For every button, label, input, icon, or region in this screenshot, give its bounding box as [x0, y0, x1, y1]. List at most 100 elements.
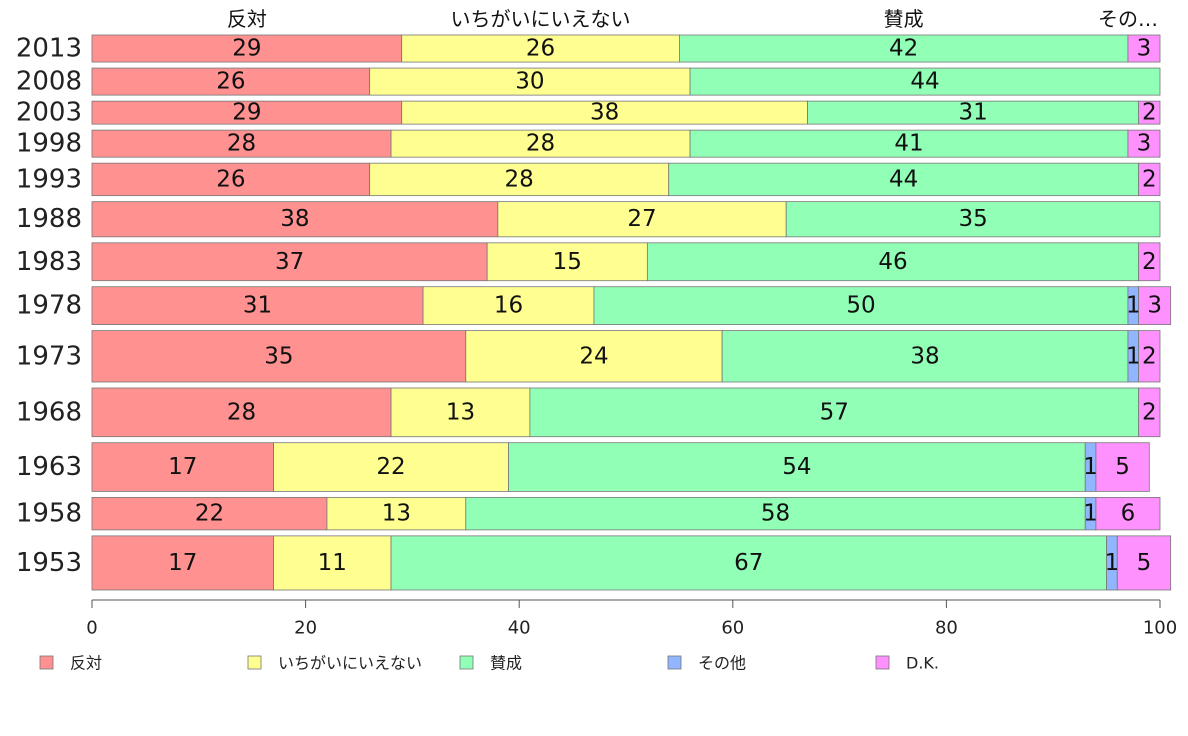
bar-segment — [1138, 330, 1161, 383]
y-tick-label: 1958 — [16, 499, 82, 529]
data-label: 27 — [627, 206, 656, 232]
y-tick-label: 1973 — [16, 341, 82, 371]
legend-item: いちがいにいえない — [247, 654, 422, 673]
bar-segment — [1138, 387, 1161, 438]
data-label: 22 — [195, 501, 224, 527]
data-label: 37 — [275, 249, 304, 275]
data-label: 16 — [494, 293, 523, 319]
bar-segment — [390, 129, 691, 158]
y-tick-label: 1968 — [16, 397, 82, 427]
legend-label: 賛成 — [490, 654, 522, 673]
bar-segment — [91, 535, 274, 591]
data-label: 28 — [526, 131, 555, 157]
data-label: 11 — [318, 550, 347, 576]
bar-segment — [91, 34, 403, 63]
data-label: 44 — [889, 166, 918, 192]
legend-item: D.K. — [875, 654, 939, 673]
bar-segment — [91, 286, 424, 325]
data-label: 1 — [1083, 454, 1098, 480]
bar-row-2003: 2003 29 38 31 2 — [16, 98, 1161, 128]
legend: 反対 いちがいにいえない 賛成 その他 D.K. — [39, 654, 939, 673]
bar-segment — [91, 387, 392, 438]
legend-item: 反対 — [39, 654, 102, 673]
legend-item: その他 — [667, 654, 746, 673]
bar-row-1978: 1978 31 16 50 1 3 — [16, 286, 1172, 325]
data-label: 31 — [243, 293, 272, 319]
data-label: 35 — [264, 343, 293, 369]
data-label: 35 — [958, 206, 987, 232]
bar-segment — [401, 34, 680, 63]
data-label: 1 — [1083, 501, 1098, 527]
bar-segment — [593, 286, 1129, 325]
bar-segment — [646, 242, 1140, 282]
data-label: 1 — [1105, 550, 1120, 576]
data-label: 13 — [446, 399, 475, 425]
data-label: 58 — [761, 501, 790, 527]
top-series-label: 反対 — [227, 7, 267, 31]
data-label: 2 — [1142, 343, 1157, 369]
data-label: 54 — [782, 454, 811, 480]
bar-segment — [273, 442, 509, 492]
legend-label: その他 — [698, 654, 746, 673]
data-label: 1 — [1126, 293, 1141, 319]
data-label: 2 — [1142, 249, 1157, 275]
x-tick-label: 80 — [935, 618, 958, 639]
y-tick-label: 2008 — [16, 67, 82, 97]
bar-segment — [1138, 100, 1161, 125]
bar-segment — [390, 387, 531, 438]
data-label: 46 — [878, 249, 907, 275]
bar-segment — [465, 330, 723, 383]
bar-segment — [390, 535, 1108, 591]
legend-label: いちがいにいえない — [278, 654, 422, 673]
bar-segment — [422, 286, 595, 325]
bar-segment — [91, 67, 371, 96]
y-tick-label: 1978 — [16, 291, 82, 321]
bar-segment — [1095, 442, 1150, 492]
data-label: 5 — [1137, 550, 1152, 576]
bar-segment — [785, 201, 1161, 238]
x-tick-label: 40 — [508, 618, 531, 639]
data-label: 26 — [216, 69, 245, 95]
legend-swatch — [459, 655, 474, 670]
data-label: 26 — [216, 166, 245, 192]
y-tick-label: 1953 — [16, 548, 82, 578]
data-label: 42 — [889, 36, 918, 62]
bar-segment — [91, 201, 499, 238]
bar-segment — [679, 34, 1129, 63]
data-label: 44 — [910, 69, 939, 95]
data-label: 41 — [894, 131, 923, 157]
bar-segment — [1127, 129, 1161, 158]
bar-row-1958: 1958 22 13 58 1 6 — [16, 497, 1161, 531]
bar-segment — [689, 67, 1161, 96]
legend-label: D.K. — [906, 654, 939, 673]
bar-segment — [1116, 535, 1172, 591]
legend-label: 反対 — [70, 654, 102, 673]
data-label: 28 — [227, 399, 256, 425]
legend-swatch — [247, 655, 262, 670]
legend-swatch — [667, 655, 682, 670]
top-series-labels: 反対 いちがいにいえない 賛成 その… — [227, 7, 1158, 31]
bar-segment — [91, 162, 371, 197]
bar-row-1983: 1983 37 15 46 2 — [16, 242, 1161, 282]
y-tick-label: 1963 — [16, 452, 82, 482]
data-label: 28 — [227, 131, 256, 157]
y-tick-label: 1993 — [16, 164, 82, 194]
y-tick-label: 1988 — [16, 204, 82, 234]
top-series-label: いちがいにいえない — [451, 7, 631, 31]
data-label: 17 — [168, 550, 197, 576]
data-label: 3 — [1147, 293, 1162, 319]
bar-segment — [91, 242, 488, 282]
data-label: 3 — [1137, 36, 1152, 62]
bar-row-1988: 1988 38 27 35 — [16, 201, 1161, 238]
bar-segment — [1138, 162, 1161, 197]
x-tick-label: 0 — [86, 618, 97, 639]
data-label: 6 — [1121, 501, 1136, 527]
bar-row-1968: 1968 28 13 57 2 — [16, 387, 1161, 438]
y-tick-label: 2013 — [16, 34, 82, 64]
data-label: 3 — [1137, 131, 1152, 157]
bar-segment — [1127, 34, 1161, 63]
data-label: 38 — [280, 206, 309, 232]
bar-segment — [721, 330, 1129, 383]
